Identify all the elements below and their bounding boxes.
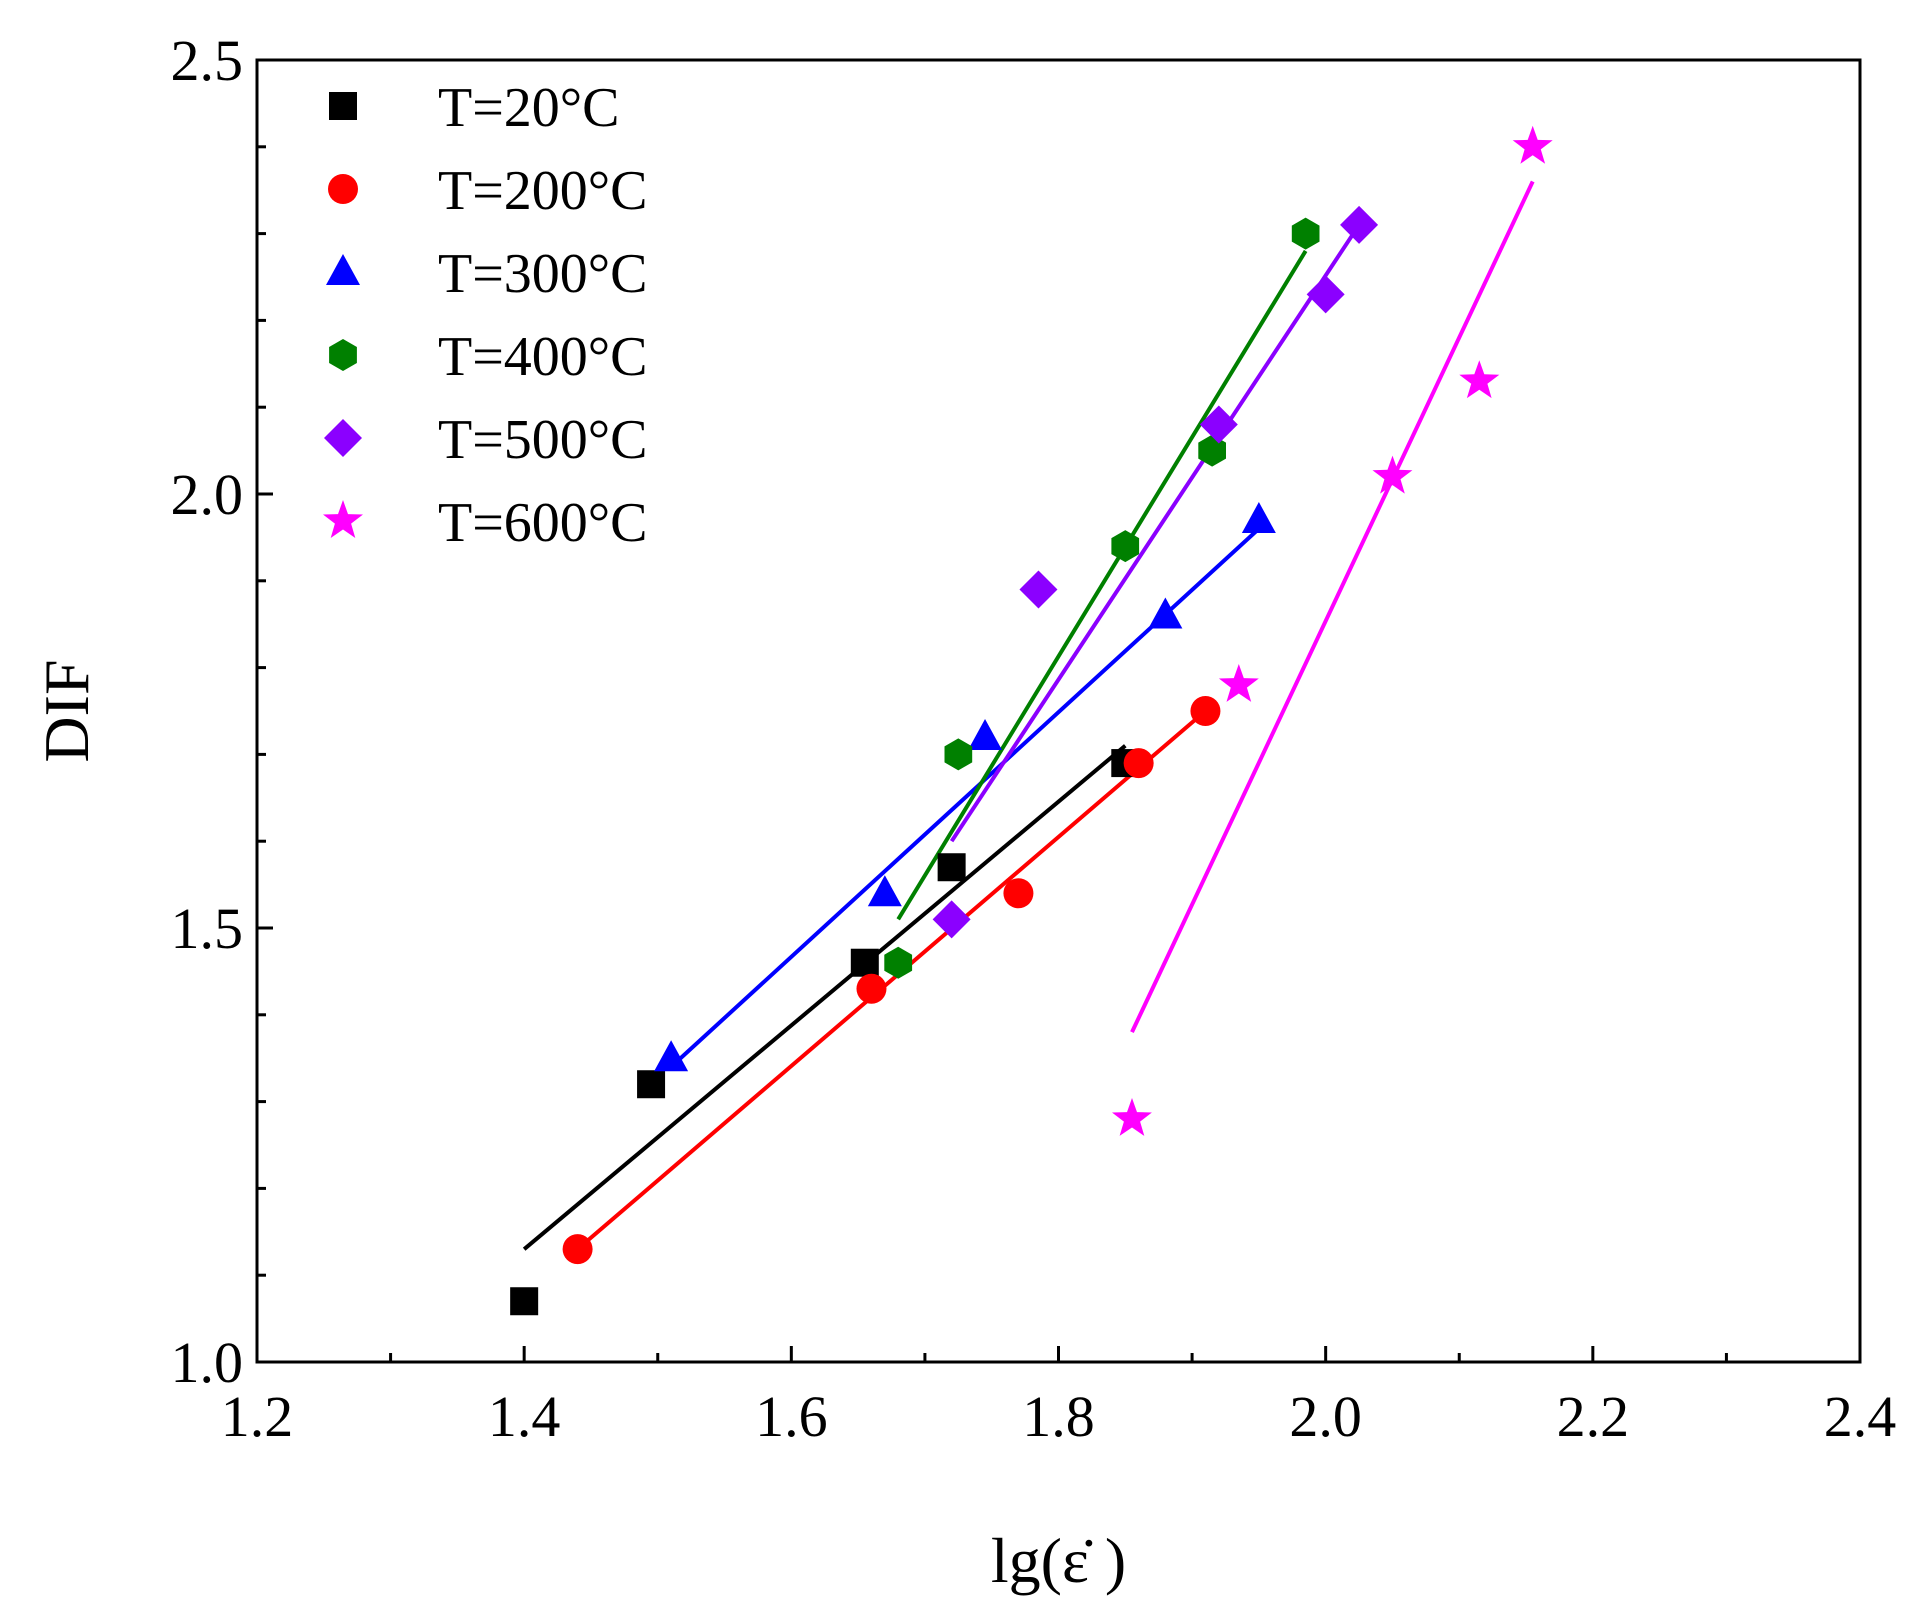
point-series-4-3	[1306, 275, 1345, 314]
point-series-4-4	[1340, 205, 1379, 244]
fit-lines	[522, 180, 1535, 1251]
x-tick-label-4: 2.0	[1289, 1384, 1362, 1449]
x-axis-label: lg(ε̇ )	[991, 1525, 1126, 1596]
x-tick-label-0: 1.2	[221, 1384, 294, 1449]
point-series-4-1	[1019, 570, 1058, 609]
point-series-2-1	[867, 875, 902, 907]
point-series-3-1	[944, 738, 973, 771]
y-tick-label-3: 2.5	[171, 28, 244, 93]
point-series-0-0	[510, 1287, 539, 1316]
point-series-1-3	[1123, 748, 1154, 779]
point-series-3-4	[1291, 217, 1320, 250]
y-tick-label-0: 1.0	[171, 1330, 244, 1395]
point-series-0-3	[937, 853, 966, 882]
x-tick-label-6: 2.4	[1824, 1384, 1897, 1449]
legend-marker-3	[329, 339, 357, 371]
point-series-5-2	[1372, 455, 1413, 494]
data-markers	[510, 125, 1553, 1316]
legend-marker-2	[326, 254, 360, 285]
legend-marker-5	[323, 500, 363, 538]
fit-line-series-1	[576, 709, 1207, 1251]
fit-line-series-5	[1130, 180, 1535, 1034]
y-tick-label-2: 2.0	[171, 462, 244, 527]
fit-line-series-4	[949, 223, 1361, 843]
legend-label-2: T=300°C	[438, 243, 648, 305]
point-series-1-0	[562, 1234, 593, 1265]
point-series-5-3	[1459, 360, 1500, 399]
x-tick-label-5: 2.2	[1557, 1384, 1630, 1449]
legend-marker-1	[328, 174, 358, 204]
point-series-2-4	[1241, 502, 1276, 534]
fit-line-series-0	[522, 744, 1127, 1251]
point-series-5-0	[1112, 1098, 1152, 1136]
point-series-4-0	[932, 900, 971, 939]
legend-marker-4	[324, 419, 362, 457]
point-series-0-2	[850, 948, 879, 977]
axes: 1.2 1.4 1.6 1.8 2.0 2.2 2.4 1.0 1.5 2.0 2.5	[171, 28, 1897, 1449]
point-series-0-1	[637, 1070, 666, 1099]
legend-label-1: T=200°C	[438, 160, 648, 222]
fit-line-series-3	[896, 249, 1308, 921]
y-axis-label: DIF	[31, 659, 102, 762]
legend-label-0: T=20°C	[438, 77, 620, 139]
point-series-1-1	[856, 973, 887, 1004]
legend-label-4: T=500°C	[438, 409, 648, 471]
x-tick-label-3: 1.8	[1022, 1384, 1095, 1449]
point-series-2-0	[654, 1040, 689, 1072]
point-series-1-2	[1003, 878, 1034, 909]
x-tick-label-1: 1.4	[488, 1384, 561, 1449]
point-series-1-4	[1190, 696, 1221, 726]
legend-marker-0	[329, 92, 357, 120]
y-tick-label-1: 1.5	[171, 896, 244, 961]
point-series-3-0	[884, 946, 913, 979]
point-series-2-2	[968, 719, 1003, 751]
legend-label-5: T=600°C	[438, 492, 648, 554]
x-tick-label-2: 1.6	[755, 1384, 828, 1449]
legend-label-3: T=400°C	[438, 326, 648, 388]
point-series-4-2	[1199, 405, 1238, 444]
legend: T=20°C T=200°C T=300°C T=400°C T=500°C T=600°…	[323, 77, 648, 554]
point-series-5-4	[1512, 125, 1553, 164]
point-series-2-3	[1148, 597, 1183, 629]
point-series-5-1	[1218, 664, 1259, 702]
point-series-3-2	[1111, 530, 1140, 563]
